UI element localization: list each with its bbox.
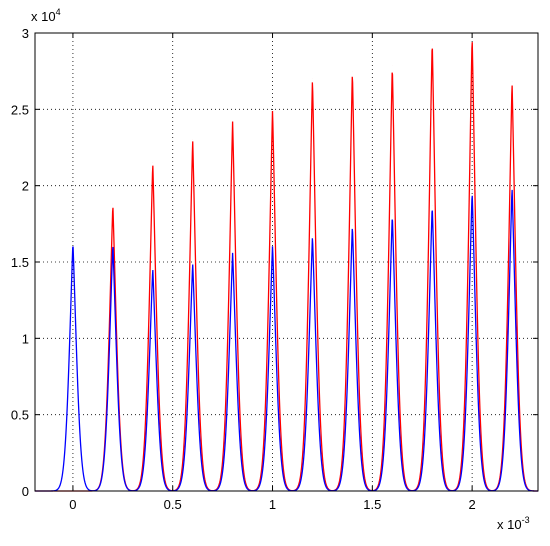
y-tick-label: 0.5 xyxy=(11,408,29,423)
y-multiplier-label: x 104 xyxy=(31,7,61,24)
y-tick-label: 0 xyxy=(22,484,29,499)
x-multiplier-label: x 10-3 xyxy=(497,515,530,532)
y-tick-label: 1 xyxy=(22,331,29,346)
y-tick-label: 2.5 xyxy=(11,102,29,117)
y-tick-label: 3 xyxy=(22,26,29,41)
x-tick-label: 0.5 xyxy=(164,497,182,512)
x-tick-label: 1.5 xyxy=(363,497,381,512)
y-tick-label: 2 xyxy=(22,179,29,194)
x-tick-label: 1 xyxy=(269,497,276,512)
x-tick-label: 0 xyxy=(69,497,76,512)
y-tick-label: 1.5 xyxy=(11,255,29,270)
x-tick-label: 2 xyxy=(469,497,476,512)
tick-marks xyxy=(35,32,538,492)
tick-labels: 0 0.5 1 1.5 2 0 0.5 1 1.5 2 2.5 3 xyxy=(11,26,476,512)
